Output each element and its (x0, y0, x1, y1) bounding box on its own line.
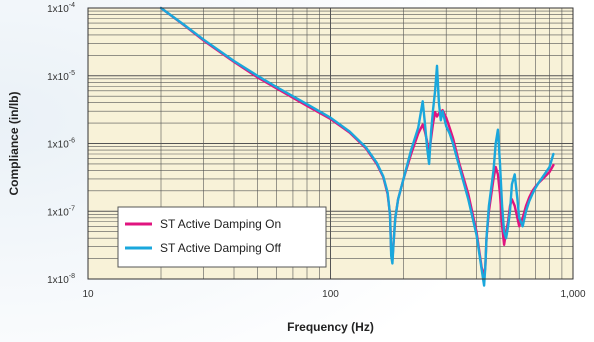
y-tick-label: 1x10-4 (47, 2, 75, 15)
x-axis-ticks: 10 100 1,000 (82, 289, 586, 300)
y-tick-label: 1x10-5 (47, 70, 75, 83)
x-tick-label: 1,000 (560, 289, 585, 300)
legend-label-damping-off: ST Active Damping Off (160, 241, 282, 255)
legend-box (117, 206, 327, 268)
y-axis-title: Compliance (in/lb) (7, 91, 21, 195)
x-tick-label: 10 (82, 289, 94, 300)
y-axis-ticks: 1x10-4 1x10-5 1x10-6 1x10-7 1x10-8 (47, 2, 75, 286)
x-tick-label: 100 (322, 289, 339, 300)
y-tick-label: 1x10-8 (47, 273, 75, 286)
plot-frame (87, 7, 574, 280)
grid (88, 8, 573, 279)
series-layer (159, 6, 555, 287)
legend: ST Active Damping On ST Active Damping O… (117, 206, 327, 268)
y-tick-label: 1x10-7 (47, 205, 75, 218)
x-axis-title: Frequency (Hz) (287, 320, 374, 334)
legend-label-damping-on: ST Active Damping On (160, 217, 281, 231)
y-tick-label: 1x10-6 (47, 138, 75, 151)
series-line-damping-off (159, 6, 555, 287)
